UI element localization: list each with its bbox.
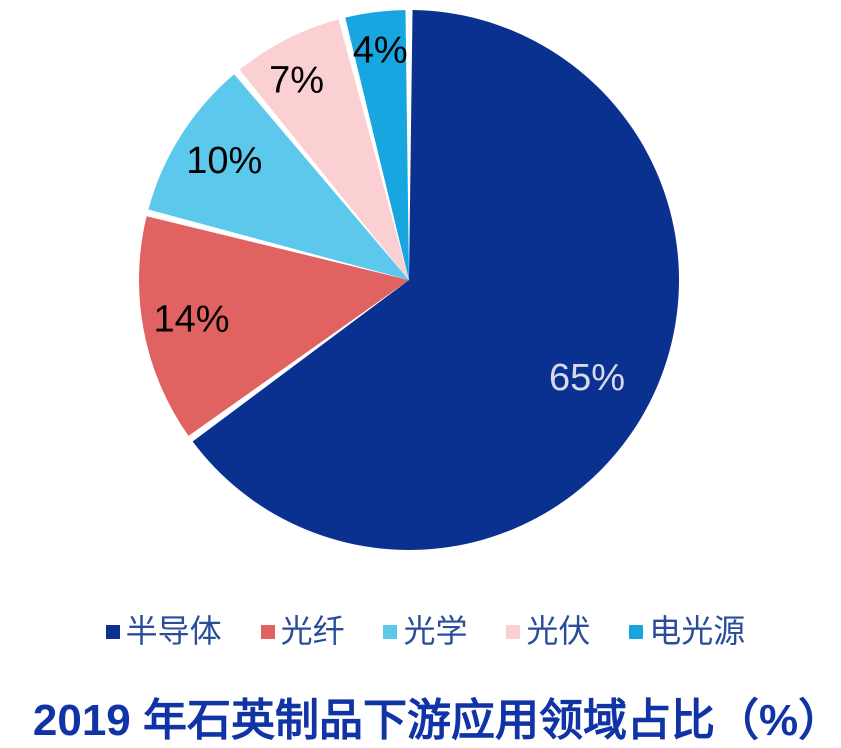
svg-text:7%: 7% — [269, 60, 324, 102]
svg-text:4%: 4% — [353, 29, 408, 71]
svg-text:65%: 65% — [549, 357, 625, 399]
svg-text:14%: 14% — [153, 299, 229, 341]
svg-text:10%: 10% — [186, 140, 262, 182]
